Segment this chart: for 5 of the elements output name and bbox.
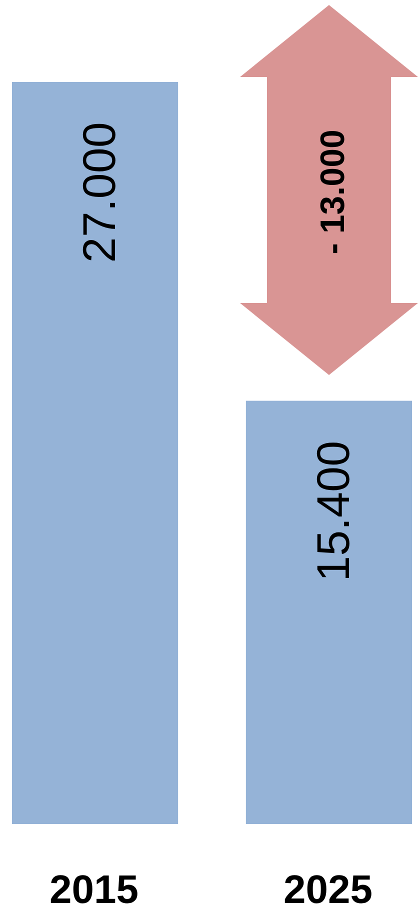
x-tick-label: 2025 (283, 868, 372, 912)
annotation: - 13.000 (314, 130, 352, 254)
data-label: 27.000 (73, 122, 126, 263)
x-tick-label: 2015 (50, 868, 139, 912)
data-label: 15.400 (306, 440, 359, 582)
